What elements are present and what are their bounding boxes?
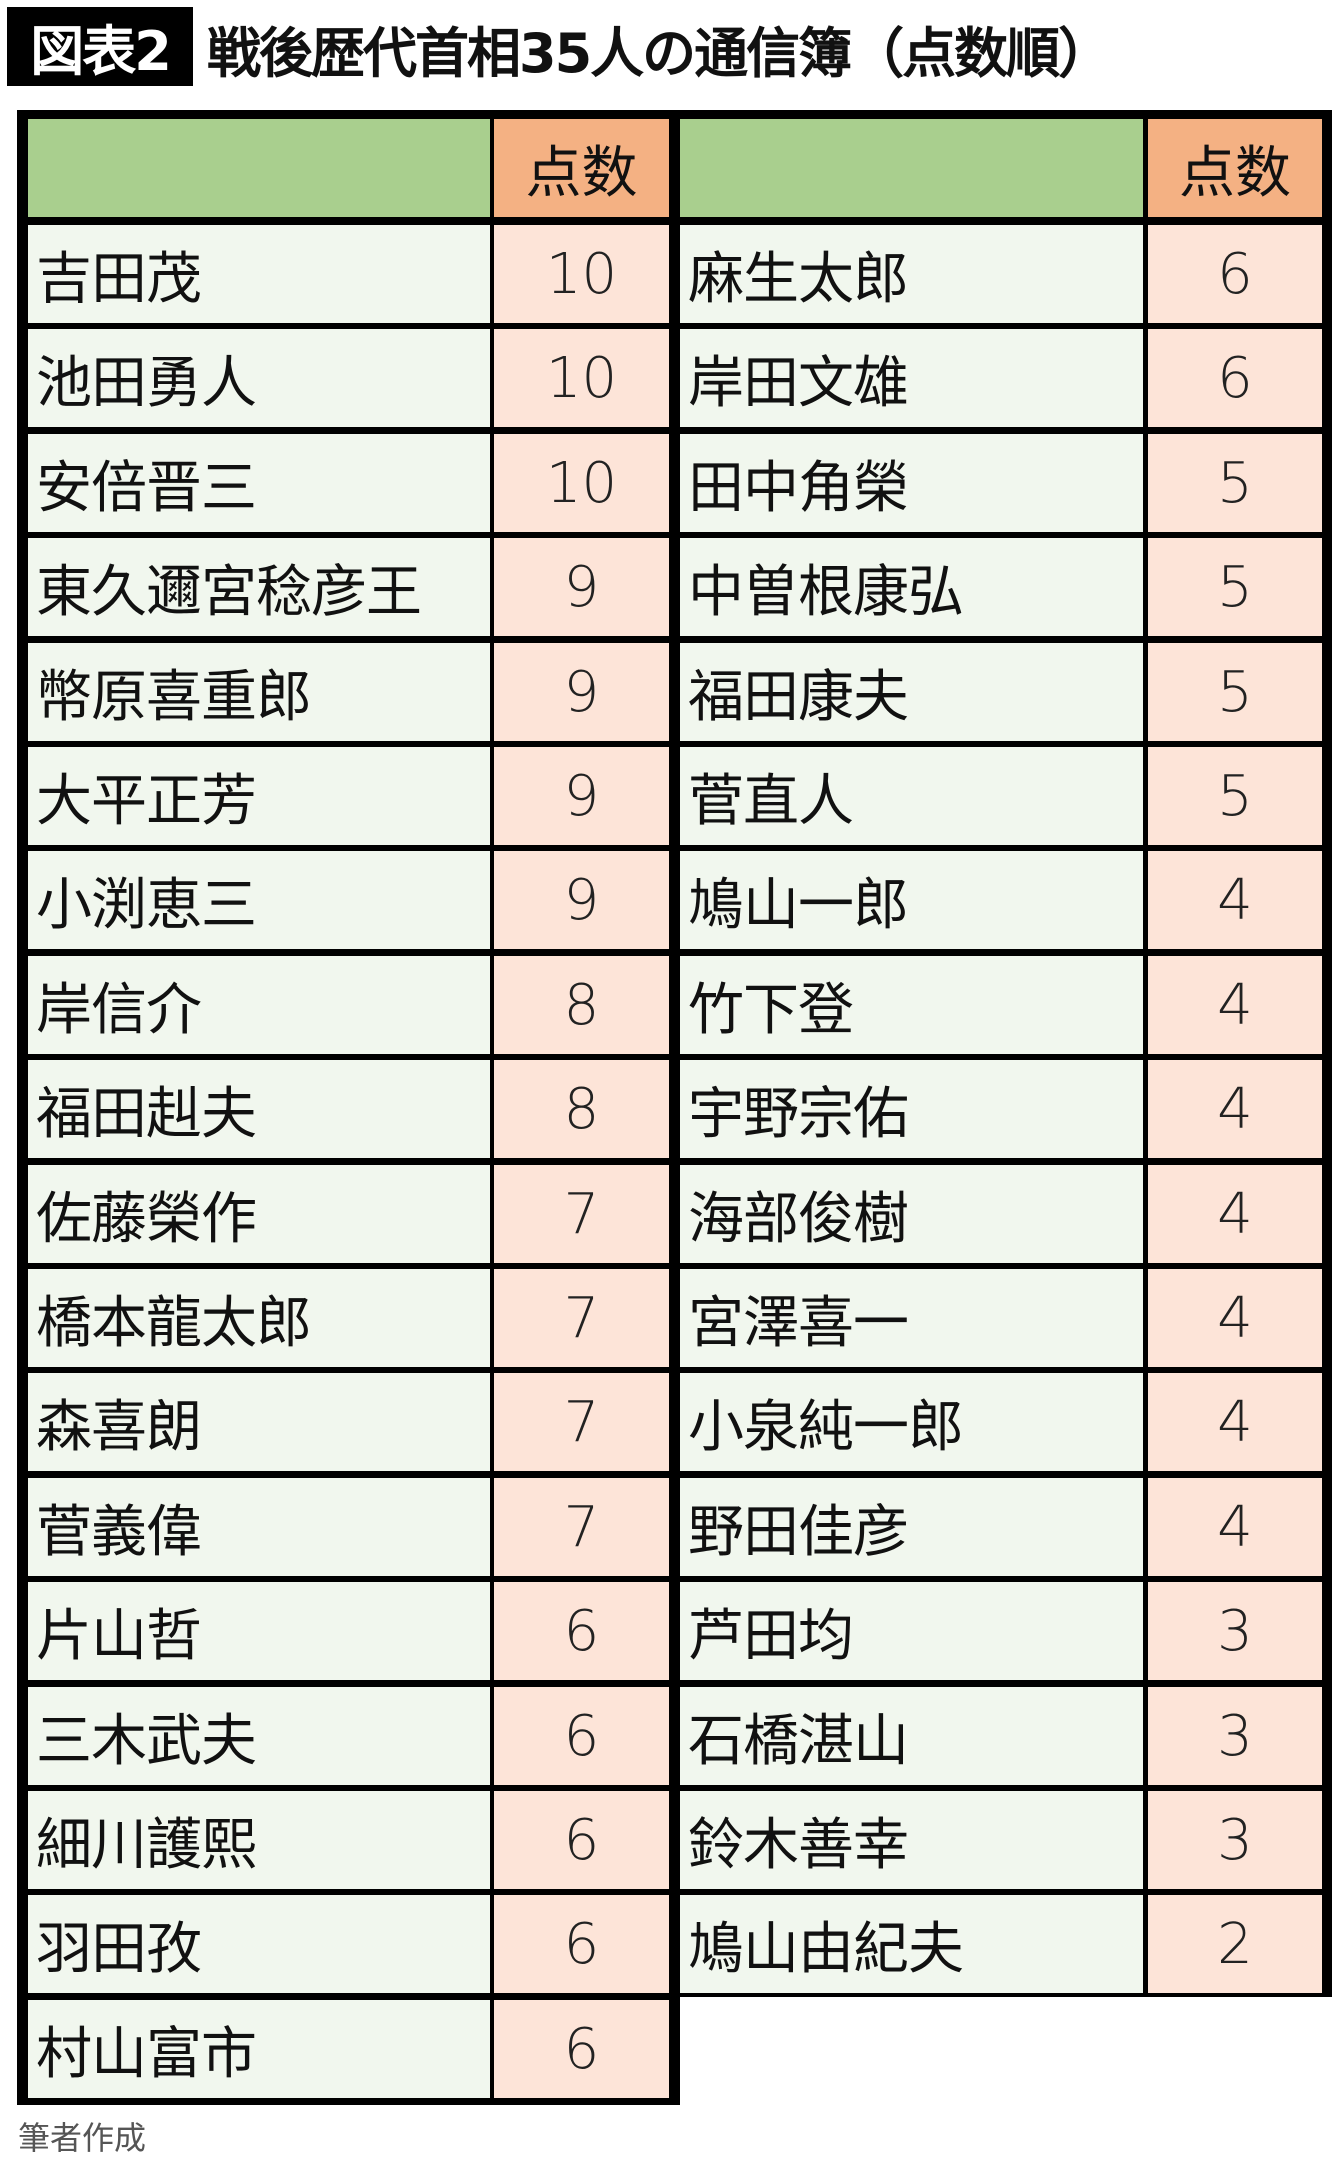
table-cell-score: 4 bbox=[1148, 956, 1322, 1054]
table-cell-score: 9 bbox=[494, 538, 669, 636]
table-cell-score: 10 bbox=[494, 329, 669, 427]
table-cell-name: 村山富市 bbox=[28, 2000, 490, 2098]
table-cell-score: 6 bbox=[1148, 225, 1322, 323]
table-cell-name: 中曽根康弘 bbox=[680, 538, 1143, 636]
table-cell-name: 幣原喜重郎 bbox=[28, 643, 490, 741]
table-cell-name: 鈴木善幸 bbox=[680, 1791, 1143, 1889]
table-cell-score: 3 bbox=[1148, 1791, 1322, 1889]
table-cell-score: 6 bbox=[494, 2000, 669, 2098]
table-cell-name: 吉田茂 bbox=[28, 225, 490, 323]
table-cell-score: 10 bbox=[494, 434, 669, 532]
table-cell-name: 海部俊樹 bbox=[680, 1165, 1143, 1263]
table-cell-score: 6 bbox=[494, 1582, 669, 1680]
table-cell-score: 6 bbox=[494, 1687, 669, 1785]
table-cell-name: 福田赳夫 bbox=[28, 1060, 490, 1158]
table-cell-score: 7 bbox=[494, 1165, 669, 1263]
table-cell-name: 三木武夫 bbox=[28, 1687, 490, 1785]
table-cell-name: 宇野宗佑 bbox=[680, 1060, 1143, 1158]
table-cell-name: 岸信介 bbox=[28, 956, 490, 1054]
table-cell-name: 福田康夫 bbox=[680, 643, 1143, 741]
table-cell-score: 5 bbox=[1148, 538, 1322, 636]
table-cell-name: 芦田均 bbox=[680, 1582, 1143, 1680]
table-cell-name: 菅義偉 bbox=[28, 1478, 490, 1576]
table-cell-score: 3 bbox=[1148, 1582, 1322, 1680]
table-cell-name: 安倍晋三 bbox=[28, 434, 490, 532]
table-cell-score: 7 bbox=[494, 1373, 669, 1471]
table-cell-name: 羽田孜 bbox=[28, 1895, 490, 1993]
table-cell-score: 9 bbox=[494, 643, 669, 741]
table-cell-name: 麻生太郎 bbox=[680, 225, 1143, 323]
table-cell-score: 9 bbox=[494, 747, 669, 845]
table-cell-score: 6 bbox=[494, 1791, 669, 1889]
header-name-right bbox=[680, 119, 1143, 217]
table-cell-score: 5 bbox=[1148, 747, 1322, 845]
table-cell-name: 橋本龍太郎 bbox=[28, 1269, 490, 1367]
table-cell-name: 野田佳彦 bbox=[680, 1478, 1143, 1576]
table-cell-name: 岸田文雄 bbox=[680, 329, 1143, 427]
header-name-left bbox=[28, 119, 490, 217]
table-cell-name: 鳩山一郎 bbox=[680, 851, 1143, 949]
table-cell-score: 8 bbox=[494, 1060, 669, 1158]
table-cell-score: 4 bbox=[1148, 1373, 1322, 1471]
table-cell-score: 10 bbox=[494, 225, 669, 323]
table-cell-name: 石橋湛山 bbox=[680, 1687, 1143, 1785]
table-cell-score: 7 bbox=[494, 1269, 669, 1367]
table-cell-score: 4 bbox=[1148, 851, 1322, 949]
table-cell-name: 佐藤榮作 bbox=[28, 1165, 490, 1263]
table-cell-score: 3 bbox=[1148, 1687, 1322, 1785]
table-cell-name: 鳩山由紀夫 bbox=[680, 1895, 1143, 1993]
figure-label: 図表2 bbox=[7, 7, 193, 86]
header-score-right: 点数 bbox=[1148, 119, 1322, 217]
table-cell-name: 森喜朗 bbox=[28, 1373, 490, 1471]
table-cell-name: 菅直人 bbox=[680, 747, 1143, 845]
table-cell-score: 8 bbox=[494, 956, 669, 1054]
table-cell-score: 5 bbox=[1148, 643, 1322, 741]
table-cell-score: 4 bbox=[1148, 1165, 1322, 1263]
table-cell-name: 小渕恵三 bbox=[28, 851, 490, 949]
table-cell-score: 6 bbox=[1148, 329, 1322, 427]
table-cell-score: 2 bbox=[1148, 1895, 1322, 1993]
table-cell-name: 大平正芳 bbox=[28, 747, 490, 845]
source-note: 筆者作成 bbox=[18, 2119, 147, 2157]
table-cell-name: 細川護熙 bbox=[28, 1791, 490, 1889]
table-cell-name: 田中角榮 bbox=[680, 434, 1143, 532]
table-cell-score: 4 bbox=[1148, 1060, 1322, 1158]
figure-title: 戦後歴代首相35人の通信簿（点数順） bbox=[207, 21, 1112, 85]
table-cell-name: 小泉純一郎 bbox=[680, 1373, 1143, 1471]
table-cell-score: 9 bbox=[494, 851, 669, 949]
table-cell-name: 東久邇宮稔彦王 bbox=[28, 538, 490, 636]
table-cell-name: 池田勇人 bbox=[28, 329, 490, 427]
table-cell-score: 5 bbox=[1148, 434, 1322, 532]
header-score-left: 点数 bbox=[494, 119, 669, 217]
table-cell-name: 宮澤喜一 bbox=[680, 1269, 1143, 1367]
table-cell-name: 竹下登 bbox=[680, 956, 1143, 1054]
table-cell-name: 片山哲 bbox=[28, 1582, 490, 1680]
table-cell-score: 4 bbox=[1148, 1478, 1322, 1576]
table-cell-score: 7 bbox=[494, 1478, 669, 1576]
table-cell-score: 4 bbox=[1148, 1269, 1322, 1367]
table-cell-score: 6 bbox=[494, 1895, 669, 1993]
